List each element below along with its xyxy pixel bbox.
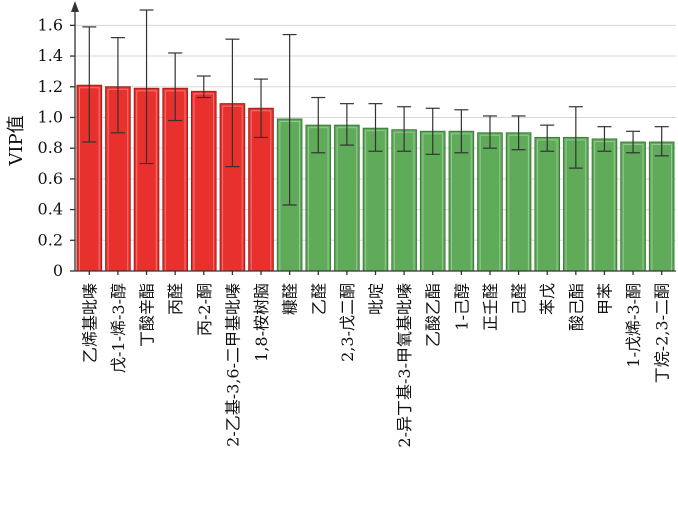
category-label: 丙-2-酮 <box>195 283 214 336</box>
category-label: 2-异丁基-3-甲氧基吡嗪 <box>395 283 414 448</box>
category-label: 乙醛 <box>309 283 328 315</box>
y-tick-label: 0.4 <box>38 200 63 219</box>
y-tick-label: 1.0 <box>38 107 63 126</box>
category-label: 丙醛 <box>166 283 185 315</box>
y-tick-label: 0.2 <box>38 230 63 249</box>
bar <box>448 130 475 272</box>
y-tick-labels: 0 0.2 0.4 0.6 0.8 1.0 1.2 1.4 1.6 <box>38 15 63 280</box>
y-tick-label: 1.2 <box>38 77 63 96</box>
y-axis-title: VIP值 <box>6 115 27 166</box>
category-label: 1-戊烯-3-酮 <box>624 283 643 368</box>
category-label: 苯戊 <box>538 283 557 315</box>
bar <box>534 136 561 272</box>
category-label: 1,8-桉树脑 <box>252 283 271 362</box>
bar <box>190 90 217 272</box>
category-label: 吡啶 <box>367 283 386 315</box>
bar <box>477 132 503 272</box>
bar <box>620 141 646 272</box>
y-tick-label: 1.4 <box>38 46 63 65</box>
category-label: 糠醛 <box>281 283 300 315</box>
y-tick-label: 1.6 <box>38 15 63 34</box>
bars <box>76 84 675 272</box>
category-label: 酸己酯 <box>567 283 586 331</box>
category-label: 甲苯 <box>595 283 614 315</box>
bar <box>334 124 360 272</box>
category-label: 丁酸辛酯 <box>138 283 157 347</box>
category-label: 2-乙基-3,6-二甲基吡嗪 <box>223 283 242 447</box>
category-label: 1-己醇 <box>452 283 471 331</box>
category-label: 2,3-戊二酮 <box>338 283 357 362</box>
category-label: 正壬醛 <box>481 283 500 331</box>
y-tick-label: 0.6 <box>38 169 63 188</box>
bar <box>505 132 532 272</box>
bar <box>648 141 675 272</box>
axes <box>70 1 676 275</box>
error-bars <box>82 9 669 206</box>
bar <box>362 127 389 272</box>
y-axis-arrow <box>71 1 79 12</box>
y-tick-label: 0.8 <box>38 138 63 157</box>
category-label: 乙烯基吡嗪 <box>80 283 99 363</box>
category-label: 乙酸乙酯 <box>424 283 443 347</box>
category-label: 丁烷-2,3-二酮 <box>653 283 672 383</box>
category-label: 己醛 <box>510 283 529 315</box>
category-label: 戊-1-烯-3-醇 <box>109 283 128 373</box>
bar <box>591 138 618 272</box>
category-labels: 乙烯基吡嗪 戊-1-烯-3-醇 丁酸辛酯 丙醛 丙-2-酮 2-乙基-3,6-二甲基吡嗪 1… <box>80 283 671 448</box>
y-tick-label: 0 <box>53 261 63 280</box>
